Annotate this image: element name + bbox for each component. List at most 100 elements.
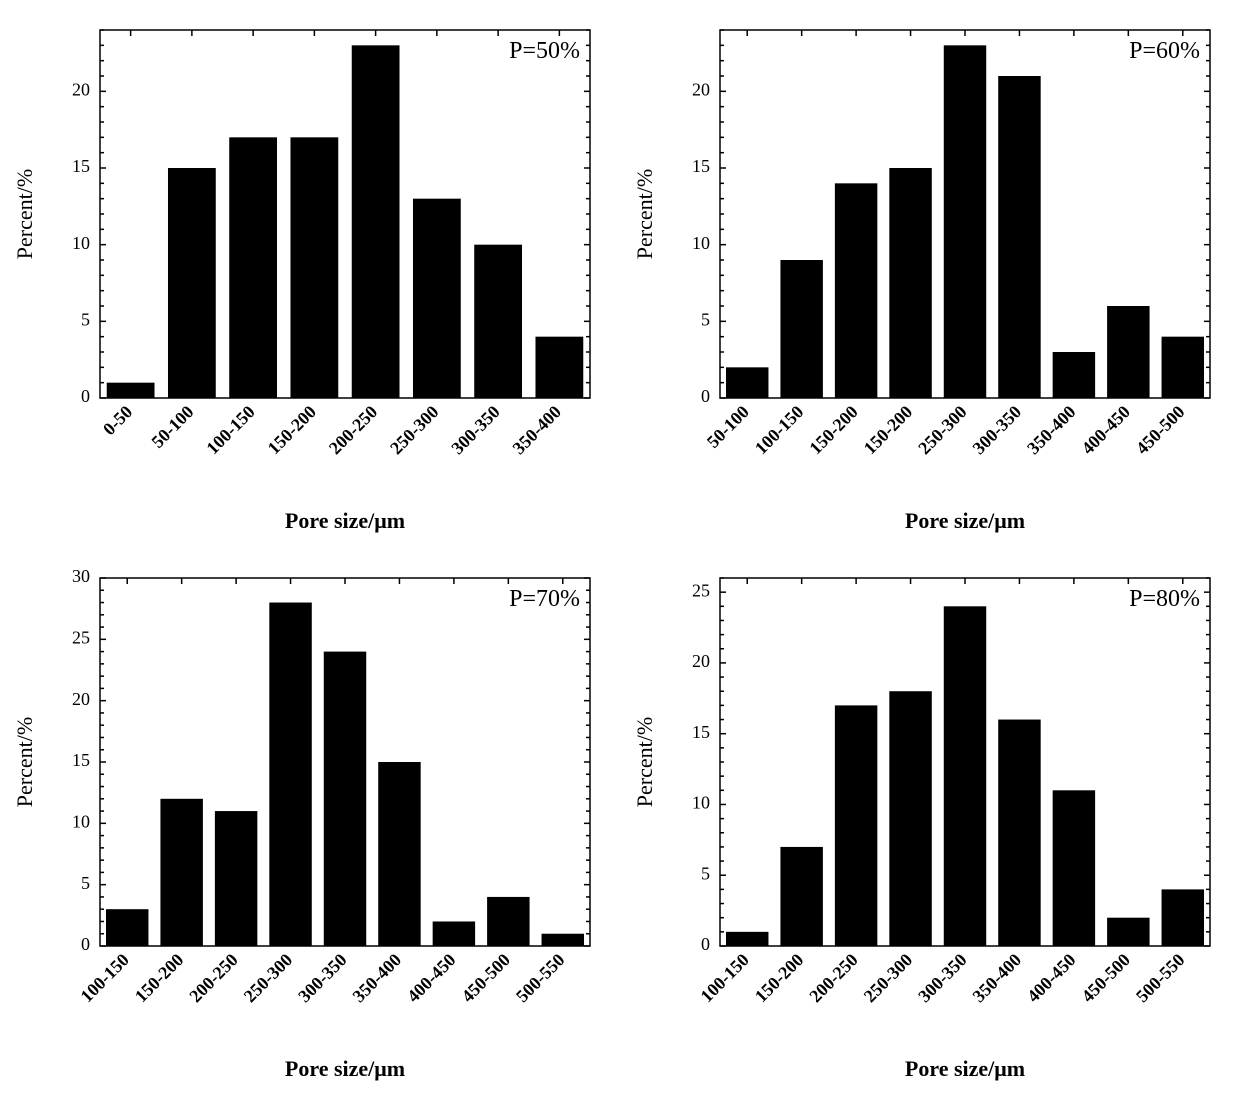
y-axis-label: Percent/% xyxy=(632,717,657,807)
x-tick-label: 300-350 xyxy=(294,950,351,1007)
bar xyxy=(535,337,583,398)
x-tick-label: 350-400 xyxy=(509,402,566,459)
y-tick-label: 10 xyxy=(692,793,710,813)
x-tick-label: 100-150 xyxy=(76,950,133,1007)
x-tick-label: 150-200 xyxy=(131,950,188,1007)
bar xyxy=(413,199,461,398)
x-tick-label: 100-150 xyxy=(696,950,753,1007)
y-axis-label: Percent/% xyxy=(12,717,37,807)
bar xyxy=(998,720,1040,946)
x-tick-label: 200-250 xyxy=(805,950,862,1007)
y-tick-label: 5 xyxy=(701,309,710,329)
y-tick-label: 5 xyxy=(81,873,90,893)
x-tick-label: 200-250 xyxy=(325,402,382,459)
x-tick-label: 100-150 xyxy=(751,402,808,459)
chart-grid: 051015200-5050-100100-150150-200200-2502… xyxy=(0,0,1240,1096)
bar xyxy=(780,260,822,398)
bar xyxy=(1107,306,1149,398)
y-tick-label: 0 xyxy=(81,934,90,954)
x-tick-label: 300-350 xyxy=(447,402,504,459)
x-tick-label: 150-200 xyxy=(805,402,862,459)
x-tick-label: 350-400 xyxy=(1023,402,1080,459)
y-tick-label: 0 xyxy=(701,386,710,406)
y-tick-label: 15 xyxy=(72,750,90,770)
bar xyxy=(229,137,277,398)
x-tick-label: 200-250 xyxy=(185,950,242,1007)
bar xyxy=(889,691,931,946)
bar xyxy=(487,897,529,946)
bar xyxy=(998,76,1040,398)
bar xyxy=(1053,352,1095,398)
x-tick-label: 50-100 xyxy=(703,402,753,452)
x-tick-label: 450-500 xyxy=(1078,950,1135,1007)
bar xyxy=(1162,337,1204,398)
bar xyxy=(106,909,148,946)
bar xyxy=(215,811,257,946)
y-tick-label: 20 xyxy=(72,689,90,709)
x-axis-label: Pore size/μm xyxy=(905,1056,1025,1081)
bar xyxy=(107,383,155,398)
y-axis-label: Percent/% xyxy=(12,169,37,259)
bar xyxy=(352,45,400,398)
x-tick-label: 500-550 xyxy=(512,950,569,1007)
bar xyxy=(290,137,338,398)
chart-panel-3: 0510152025100-150150-200200-250250-30030… xyxy=(620,548,1240,1096)
y-tick-label: 10 xyxy=(72,811,90,831)
panel-annotation: P=50% xyxy=(509,38,580,64)
x-axis-label: Pore size/μm xyxy=(285,508,405,533)
x-tick-label: 50-100 xyxy=(147,402,197,452)
bar xyxy=(889,168,931,398)
bar xyxy=(835,183,877,398)
chart-panel-2: 051015202530100-150150-200200-250250-300… xyxy=(0,548,620,1096)
bar xyxy=(1162,889,1204,946)
y-tick-label: 25 xyxy=(692,580,710,600)
bar xyxy=(780,847,822,946)
y-tick-label: 0 xyxy=(701,934,710,954)
bar xyxy=(269,603,311,946)
bar xyxy=(944,45,986,398)
y-tick-label: 20 xyxy=(72,79,90,99)
panel-annotation: P=70% xyxy=(509,586,580,612)
x-tick-label: 450-500 xyxy=(1132,402,1189,459)
x-tick-label: 450-500 xyxy=(458,950,515,1007)
x-tick-label: 250-300 xyxy=(386,402,443,459)
bar xyxy=(474,245,522,398)
x-tick-label: 100-150 xyxy=(202,402,259,459)
x-tick-label: 400-450 xyxy=(1078,402,1135,459)
y-tick-label: 25 xyxy=(72,627,90,647)
y-tick-label: 20 xyxy=(692,79,710,99)
x-tick-label: 400-450 xyxy=(403,950,460,1007)
panel-annotation: P=60% xyxy=(1129,38,1200,64)
chart-panel-1: 0510152050-100100-150150-200150-200250-3… xyxy=(620,0,1240,548)
x-tick-label: 300-350 xyxy=(969,402,1026,459)
x-tick-label: 350-400 xyxy=(349,950,406,1007)
y-tick-label: 5 xyxy=(701,863,710,883)
panel-annotation: P=80% xyxy=(1129,586,1200,612)
x-tick-label: 300-350 xyxy=(914,950,971,1007)
bar xyxy=(944,606,986,946)
x-tick-label: 400-450 xyxy=(1023,950,1080,1007)
bar xyxy=(1053,790,1095,946)
bar xyxy=(168,168,216,398)
y-tick-label: 30 xyxy=(72,566,90,586)
x-tick-label: 250-300 xyxy=(860,950,917,1007)
bar xyxy=(1107,918,1149,946)
x-tick-label: 150-200 xyxy=(264,402,321,459)
y-tick-label: 20 xyxy=(692,651,710,671)
y-tick-label: 15 xyxy=(692,156,710,176)
y-tick-label: 5 xyxy=(81,309,90,329)
x-tick-label: 0-50 xyxy=(99,402,136,439)
x-tick-label: 150-200 xyxy=(860,402,917,459)
bar xyxy=(160,799,202,946)
x-tick-label: 350-400 xyxy=(969,950,1026,1007)
bar xyxy=(324,652,366,946)
x-tick-label: 500-550 xyxy=(1132,950,1189,1007)
y-tick-label: 0 xyxy=(81,386,90,406)
bar xyxy=(726,932,768,946)
chart-panel-0: 051015200-5050-100100-150150-200200-2502… xyxy=(0,0,620,548)
bar xyxy=(835,705,877,946)
bar xyxy=(378,762,420,946)
bar xyxy=(726,367,768,398)
bar xyxy=(433,921,475,946)
x-axis-label: Pore size/μm xyxy=(905,508,1025,533)
